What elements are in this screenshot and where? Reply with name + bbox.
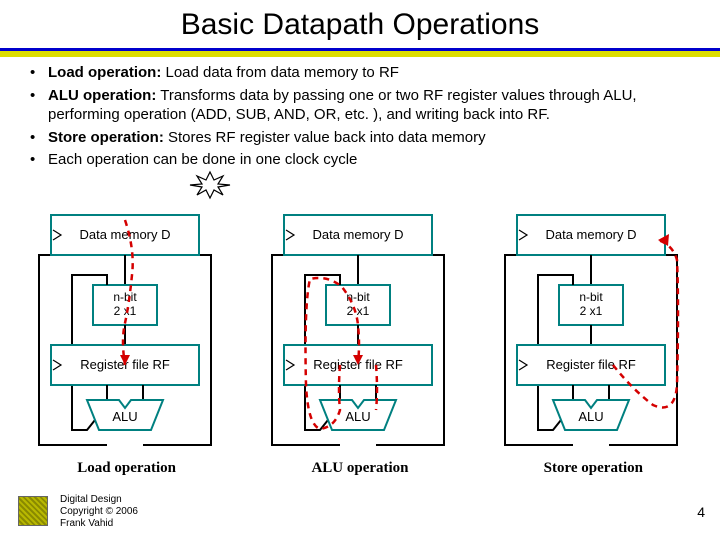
data-memory-label: Data memory D [79,227,170,242]
diagram-alu: Data memory D n-bit 2 x1 Register file R… [260,205,460,495]
mux-label-1: n-bit [113,290,137,304]
alu-label-3: ALU [579,409,604,424]
bullet-1: Load operation: Load data from data memo… [30,63,700,83]
caption-store: Store operation [493,460,693,477]
regfile-label-3: Register file RF [547,357,637,372]
footer-line2: Copyright © 2006 [60,506,138,518]
data-memory-label-2: Data memory D [312,227,403,242]
bullet-1-bold: Load operation: [48,64,161,81]
star-burst-icon [185,170,235,200]
slide-title: Basic Datapath Operations [0,0,720,42]
bullet-2: ALU operation: Transforms data by passin… [30,86,700,125]
caption-alu: ALU operation [260,460,460,477]
footer-line3: Frank Vahid [60,518,138,530]
diagram-load: Data memory D n-bit 2 x1 Register file R… [27,205,227,495]
alu-label: ALU [112,409,137,424]
diagram-alu-svg: Data memory D n-bit 2 x1 Register file R… [260,205,460,465]
bullet-list: Load operation: Load data from data memo… [0,57,720,170]
book-logo-icon [18,496,48,526]
diagram-row: Data memory D n-bit 2 x1 Register file R… [0,205,720,495]
bullet-3-bold: Store operation: [48,129,164,146]
diagram-store-svg: Data memory D n-bit 2 x1 Register file R… [493,205,693,465]
caption-load: Load operation [27,460,227,477]
bullet-3: Store operation: Stores RF register valu… [30,128,700,148]
bullet-2-bold: ALU operation: [48,87,156,104]
svg-text:2 x1: 2 x1 [347,304,370,318]
page-number: 4 [697,504,705,520]
svg-text:n-bit: n-bit [580,290,604,304]
alu-label-2: ALU [345,409,370,424]
bullet-4: Each operation can be done in one clock … [30,150,700,170]
svg-text:2 x1: 2 x1 [580,304,603,318]
bullet-3-text: Stores RF register value back into data … [164,129,486,146]
bullet-1-text: Load data from data memory to RF [161,64,399,81]
footer-copyright: Digital Design Copyright © 2006 Frank Va… [60,494,138,530]
footer-line1: Digital Design [60,494,138,506]
diagram-load-svg: Data memory D n-bit 2 x1 Register file R… [27,205,227,465]
data-memory-label-3: Data memory D [546,227,637,242]
mux-label-2: 2 x1 [113,304,136,318]
diagram-store: Data memory D n-bit 2 x1 Register file R… [493,205,693,495]
